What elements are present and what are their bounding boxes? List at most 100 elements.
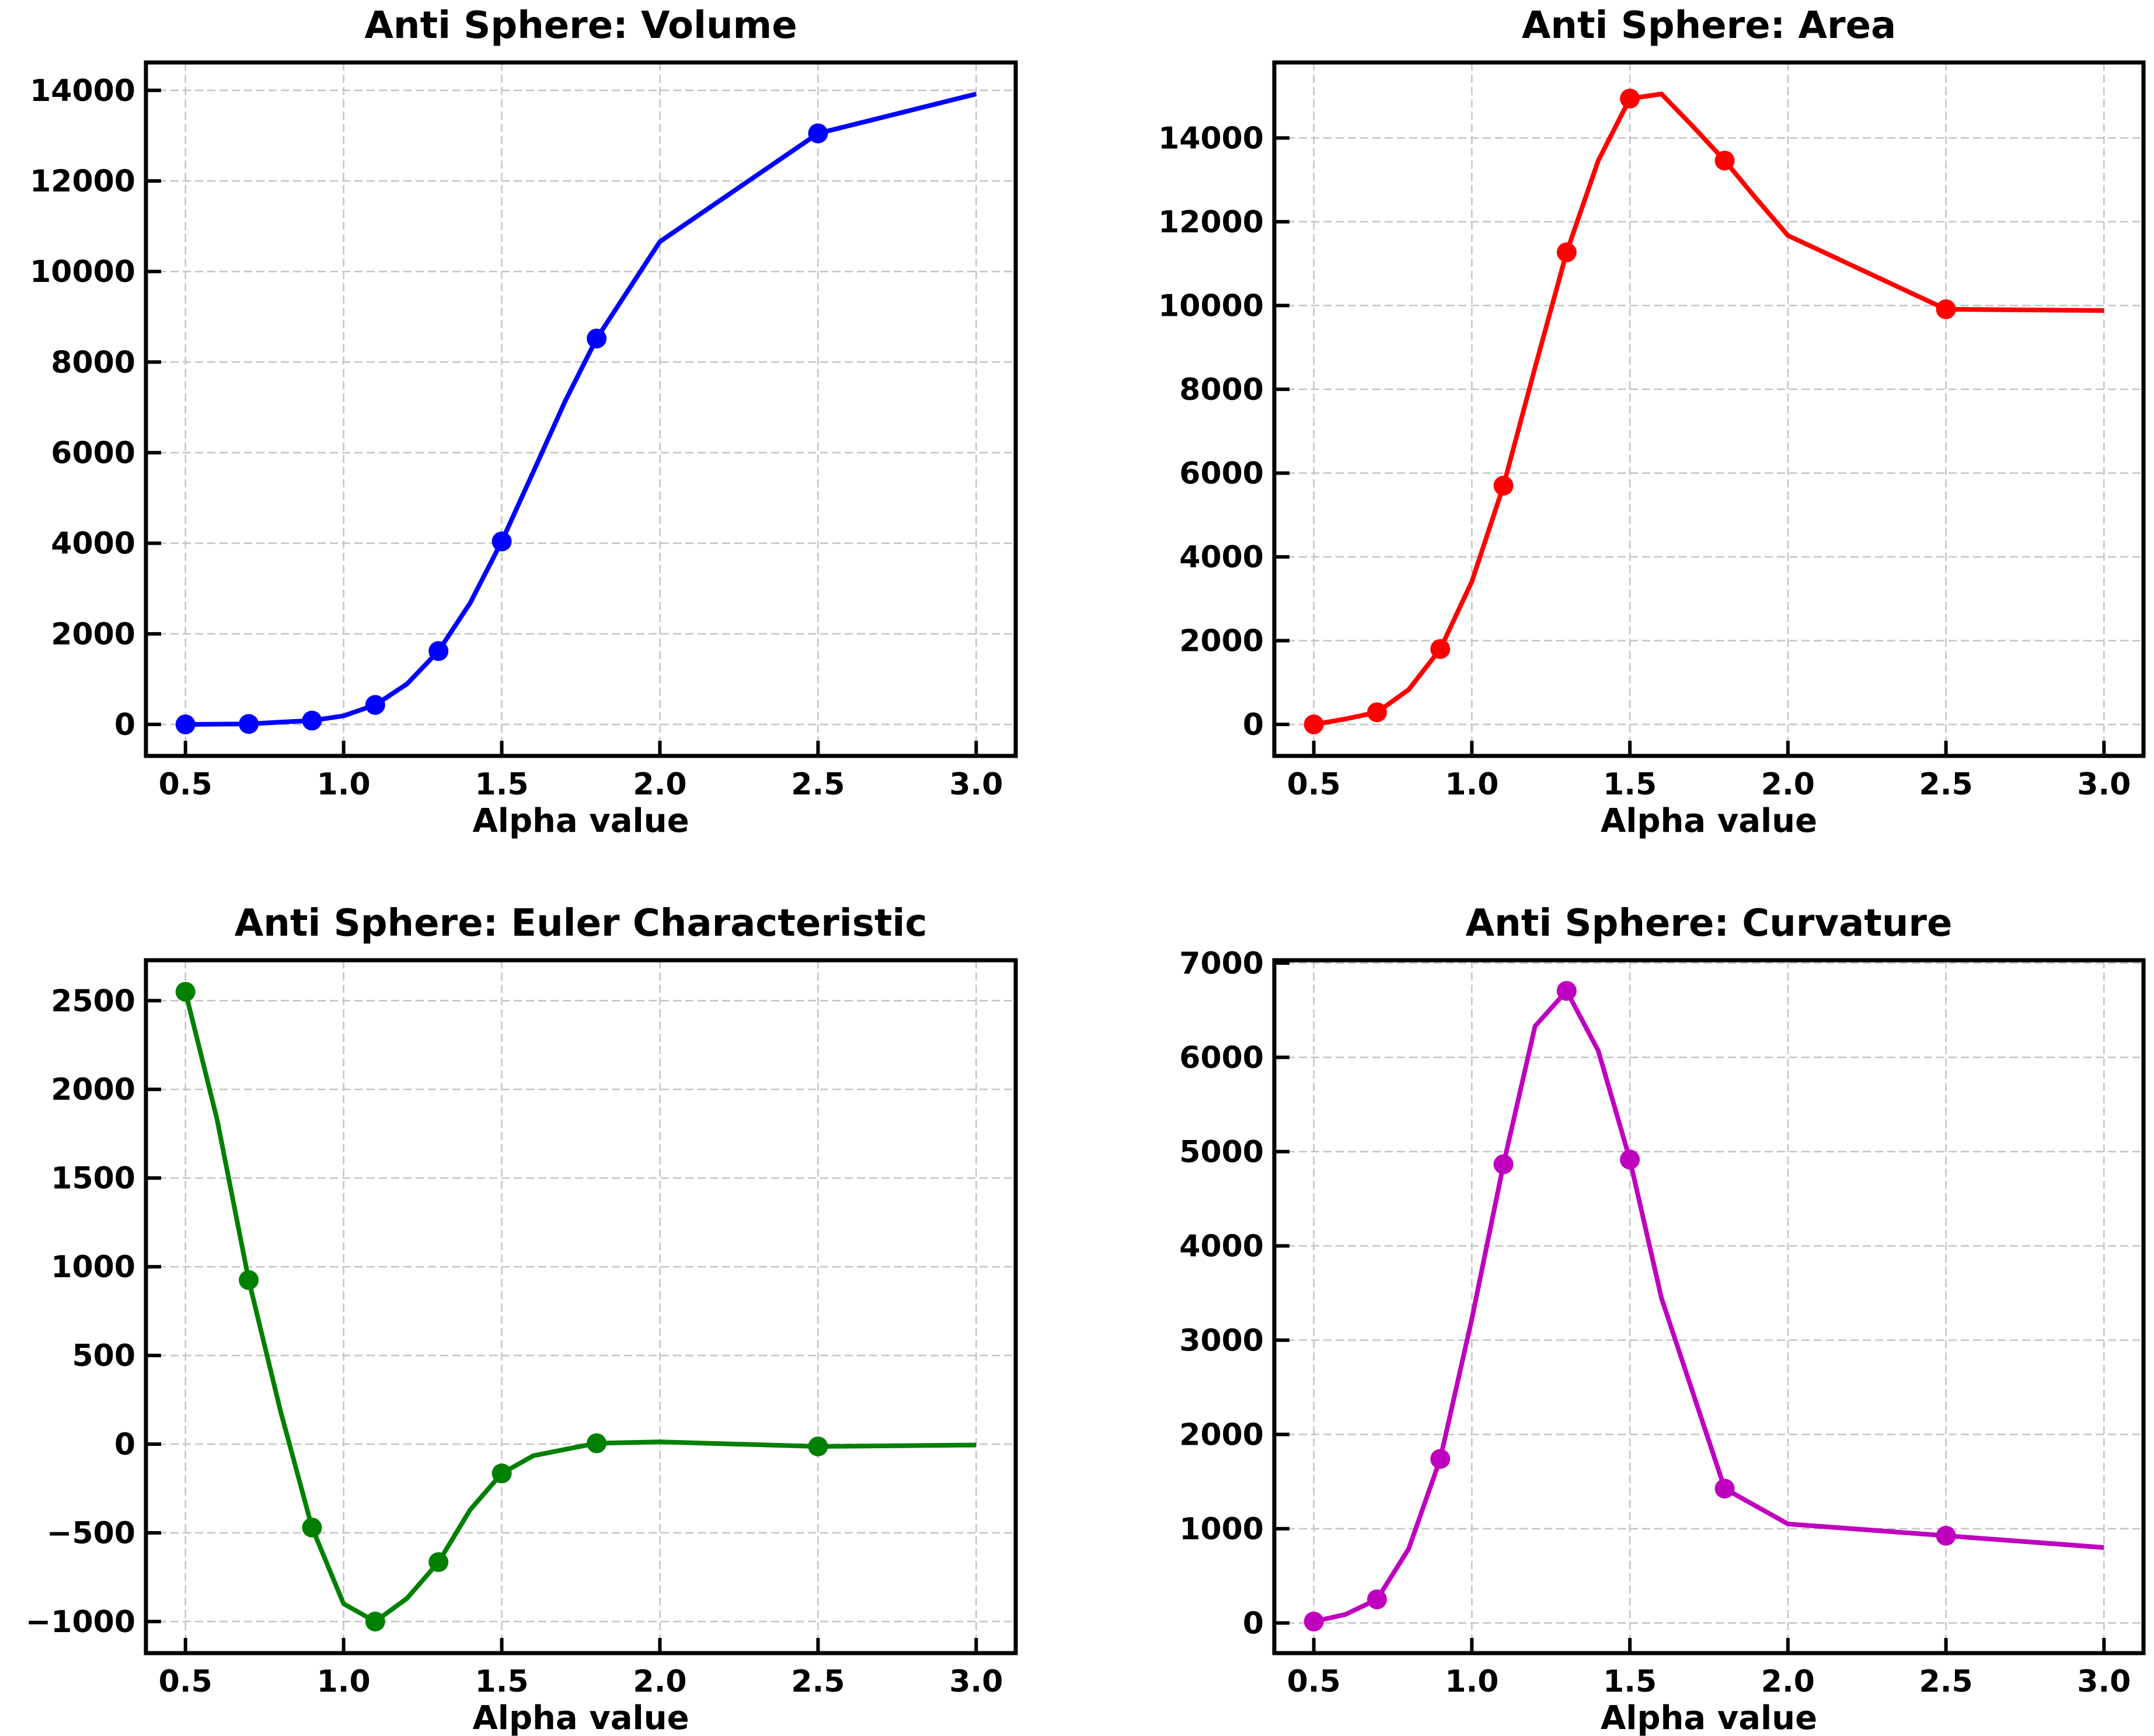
data-point-marker: [1714, 1479, 1735, 1499]
data-series: [175, 982, 977, 1632]
x-tick-label: 1.0: [317, 767, 371, 802]
data-point-marker: [808, 123, 828, 144]
data-point-marker: [239, 1270, 259, 1290]
y-tick-label: 0: [114, 707, 135, 742]
x-tick-label: 3.0: [949, 767, 1003, 802]
y-tick-label: 500: [72, 1338, 135, 1374]
chart-title: Anti Sphere: Area: [1522, 4, 1896, 47]
x-tick-label: 2.0: [1761, 767, 1815, 802]
x-tick-label: 2.5: [1919, 767, 1973, 802]
plot-area: 0.5 1.0 1.5 2.0 2.5 3.0 −1000 −500 0 500 1000 1500 2…: [26, 958, 1018, 1699]
data-point-marker: [365, 1611, 385, 1632]
x-tick-label: 0.5: [1287, 1664, 1341, 1699]
axes-frame: [144, 60, 1018, 758]
series-line: [1313, 92, 2104, 727]
y-tick-label: 1000: [1179, 1512, 1264, 1547]
x-tick-label: 3.0: [949, 1664, 1003, 1699]
panel-euler-characteristic: Anti Sphere: Euler Characteristic Alpha …: [26, 902, 1018, 1736]
x-tick-label: 2.5: [791, 767, 845, 802]
y-tick-label: 0: [1243, 707, 1264, 742]
data-series: [1303, 88, 2104, 735]
x-tick-label: 0.5: [159, 1664, 212, 1699]
axis-ticks: 0.5 1.0 1.5 2.0 2.5 3.0 0 1000 2000 3000 4000 5000 6…: [1179, 946, 2131, 1699]
y-tick-label: −1000: [26, 1605, 135, 1640]
y-tick-label: 12000: [30, 164, 135, 199]
y-tick-label: 2000: [51, 617, 135, 652]
data-point-marker: [587, 328, 607, 348]
y-tick-label: −500: [47, 1516, 135, 1551]
y-tick-label: 12000: [1158, 205, 1264, 240]
y-tick-label: 4000: [1179, 540, 1264, 575]
y-tick-label: 2000: [1179, 1417, 1264, 1452]
gridlines: [1274, 62, 2143, 756]
x-tick-label: 2.5: [791, 1664, 845, 1699]
data-point-marker: [1936, 1525, 1956, 1546]
data-point-marker: [1303, 714, 1324, 735]
data-point-marker: [1556, 242, 1577, 263]
data-point-marker: [1620, 88, 1640, 109]
plot-area: 0.5 1.0 1.5 2.0 2.5 3.0 0 2000 4000 6000 8000 10000…: [1158, 60, 2146, 802]
y-tick-label: 14000: [30, 74, 135, 109]
data-point-marker: [1430, 1449, 1451, 1469]
data-point-marker: [428, 1552, 449, 1573]
series-line: [185, 92, 977, 727]
y-tick-label: 14000: [1158, 121, 1264, 156]
y-tick-label: 4000: [51, 527, 135, 562]
data-point-marker: [492, 531, 512, 552]
data-series: [175, 92, 977, 734]
panel-curvature: Anti Sphere: Curvature Alpha value 0.5 1.…: [1179, 902, 2146, 1736]
x-tick-label: 3.0: [2077, 767, 2131, 802]
data-point-marker: [239, 714, 259, 734]
y-tick-label: 4000: [1179, 1229, 1264, 1264]
axes-frame: [144, 958, 1018, 1655]
chart-title: Anti Sphere: Volume: [364, 4, 797, 47]
x-tick-label: 2.5: [1919, 1664, 1973, 1699]
x-tick-label: 0.5: [1287, 767, 1341, 802]
x-tick-label: 1.5: [475, 767, 528, 802]
axis-ticks: 0.5 1.0 1.5 2.0 2.5 3.0 0 2000 4000 6000 8000 10000…: [30, 74, 1003, 802]
data-point-marker: [1620, 1149, 1640, 1170]
data-point-marker: [302, 1517, 322, 1538]
x-tick-label: 1.0: [317, 1664, 371, 1699]
data-point-marker: [587, 1433, 607, 1453]
data-point-marker: [175, 982, 196, 1002]
series-line: [1313, 988, 2104, 1624]
data-point-marker: [1556, 981, 1577, 1001]
y-tick-label: 6000: [1179, 456, 1264, 491]
axis-ticks: 0.5 1.0 1.5 2.0 2.5 3.0 0 2000 4000 6000 8000 10000…: [1158, 121, 2131, 802]
data-point-marker: [302, 710, 322, 731]
data-point-marker: [175, 714, 196, 734]
y-tick-label: 1000: [51, 1250, 135, 1285]
y-tick-label: 8000: [1179, 372, 1264, 407]
data-point-marker: [1493, 475, 1514, 496]
data-point-marker: [428, 641, 449, 661]
data-point-marker: [1367, 702, 1387, 723]
chart-title: Anti Sphere: Curvature: [1466, 902, 1953, 945]
y-tick-label: 5000: [1179, 1135, 1264, 1170]
plot-area: 0.5 1.0 1.5 2.0 2.5 3.0 0 1000 2000 3000 4000 5000 6…: [1179, 946, 2146, 1699]
y-tick-label: 6000: [51, 435, 135, 470]
data-point-marker: [808, 1436, 828, 1456]
x-axis-label: Alpha value: [472, 802, 689, 840]
y-tick-label: 6000: [1179, 1040, 1264, 1075]
data-point-marker: [492, 1463, 512, 1484]
chart-title: Anti Sphere: Euler Characteristic: [235, 902, 928, 945]
y-tick-label: 2000: [51, 1072, 135, 1107]
y-tick-label: 2000: [1179, 624, 1264, 659]
y-tick-label: 10000: [1158, 288, 1264, 323]
y-tick-label: 10000: [30, 255, 135, 290]
gridlines: [146, 62, 1016, 756]
gridlines: [146, 960, 1016, 1653]
y-tick-label: 1500: [51, 1161, 135, 1196]
axis-ticks: 0.5 1.0 1.5 2.0 2.5 3.0 −1000 −500 0 500 1000 1500 2…: [26, 984, 1003, 1699]
y-tick-label: 8000: [51, 345, 135, 380]
x-axis-label: Alpha value: [1601, 1699, 1817, 1736]
x-tick-label: 1.0: [1445, 767, 1498, 802]
data-point-marker: [1493, 1154, 1514, 1174]
x-tick-label: 1.5: [1603, 1664, 1657, 1699]
data-series: [1303, 981, 2104, 1632]
x-axis-label: Alpha value: [472, 1699, 689, 1736]
x-tick-label: 0.5: [159, 767, 212, 802]
x-tick-label: 2.0: [1761, 1664, 1815, 1699]
